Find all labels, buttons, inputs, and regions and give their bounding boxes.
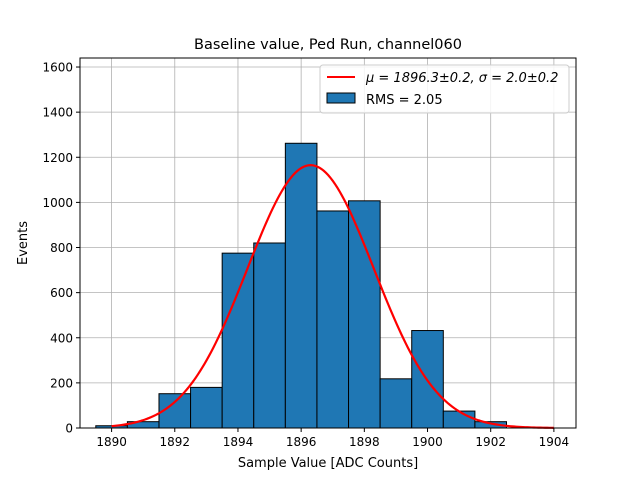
y-axis-label: Events [16,221,31,265]
x-tick-label: 1894 [223,435,254,449]
x-tick-label: 1900 [412,435,443,449]
chart-title: Baseline value, Ped Run, channel060 [194,37,462,53]
plot-frame [79,57,577,429]
y-tick-label: 600 [50,286,73,300]
legend-box [319,64,570,114]
y-axis-ticks: 0 200 400 600 800 1000 1200 1400 1600 [42,61,80,436]
legend-fit-label: μ = 1896.3±0.2, σ = 2.0±0.2 [365,71,558,86]
x-axis-label: Sample Value [ADC Counts] [238,456,418,471]
histogram-bar [284,142,318,429]
histogram-bars [95,142,507,429]
legend-hist-label: RMS = 2.05 [366,93,443,108]
y-tick-label: 1200 [42,151,73,165]
x-tick-label: 1902 [475,435,506,449]
legend: μ = 1896.3±0.2, σ = 2.0±0.2 RMS = 2.05 [319,64,570,114]
x-tick-label: 1890 [96,435,127,449]
histogram-bar [221,252,255,429]
histogram-bar [190,386,223,429]
x-tick-label: 1896 [286,435,317,449]
y-tick-label: 1600 [42,61,73,75]
y-tick-label: 400 [50,331,73,345]
histogram-bar [253,242,286,429]
fit-curve-group [111,164,554,429]
gaussian-fit-line [111,164,554,429]
histogram-bar [316,210,350,429]
histogram-bar [348,200,381,429]
y-tick-label: 1400 [42,106,73,120]
y-tick-label: 0 [65,422,73,436]
histogram-bar [379,378,413,429]
histogram-bar [442,410,476,429]
x-tick-label: 1898 [349,435,380,449]
x-tick-label: 1904 [539,435,570,449]
y-tick-label: 1000 [42,196,73,210]
legend-hist-swatch [326,92,356,104]
x-tick-label: 1892 [160,435,191,449]
y-tick-label: 800 [50,241,73,255]
y-tick-label: 200 [50,376,73,390]
x-axis-ticks: 1890 1892 1894 1896 1898 1900 1902 1904 [96,428,569,449]
